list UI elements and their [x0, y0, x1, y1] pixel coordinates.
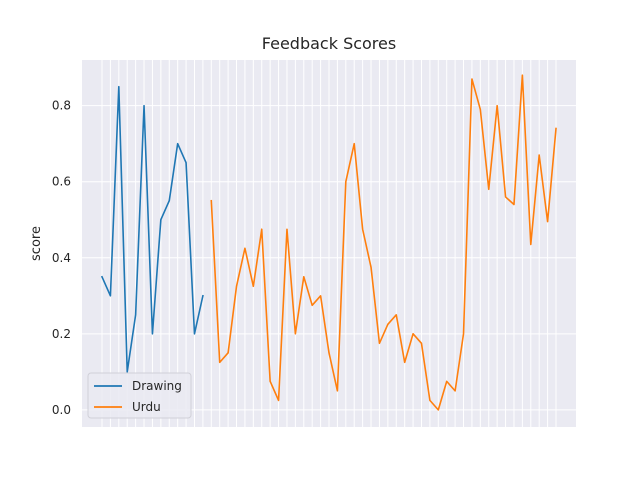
legend-label-urdu: Urdu: [132, 400, 161, 414]
y-tick-label: 0.4: [52, 251, 71, 265]
y-tick-label: 0.2: [52, 327, 71, 341]
series-lines: [100, 74, 557, 411]
y-axis-label: score: [29, 226, 44, 261]
legend: Drawing Urdu: [87, 372, 192, 419]
chart-title: Feedback Scores: [262, 34, 396, 53]
y-tick-labels: 0.0 0.2 0.4 0.6 0.8: [52, 99, 71, 417]
grid-lines: [82, 60, 576, 427]
y-tick-label: 0.8: [52, 99, 71, 113]
series-line-drawing: [100, 85, 204, 373]
series-line-urdu: [210, 74, 557, 411]
y-tick-label: 0.0: [52, 403, 71, 417]
legend-label-drawing: Drawing: [132, 379, 182, 393]
y-tick-label: 0.6: [52, 175, 71, 189]
